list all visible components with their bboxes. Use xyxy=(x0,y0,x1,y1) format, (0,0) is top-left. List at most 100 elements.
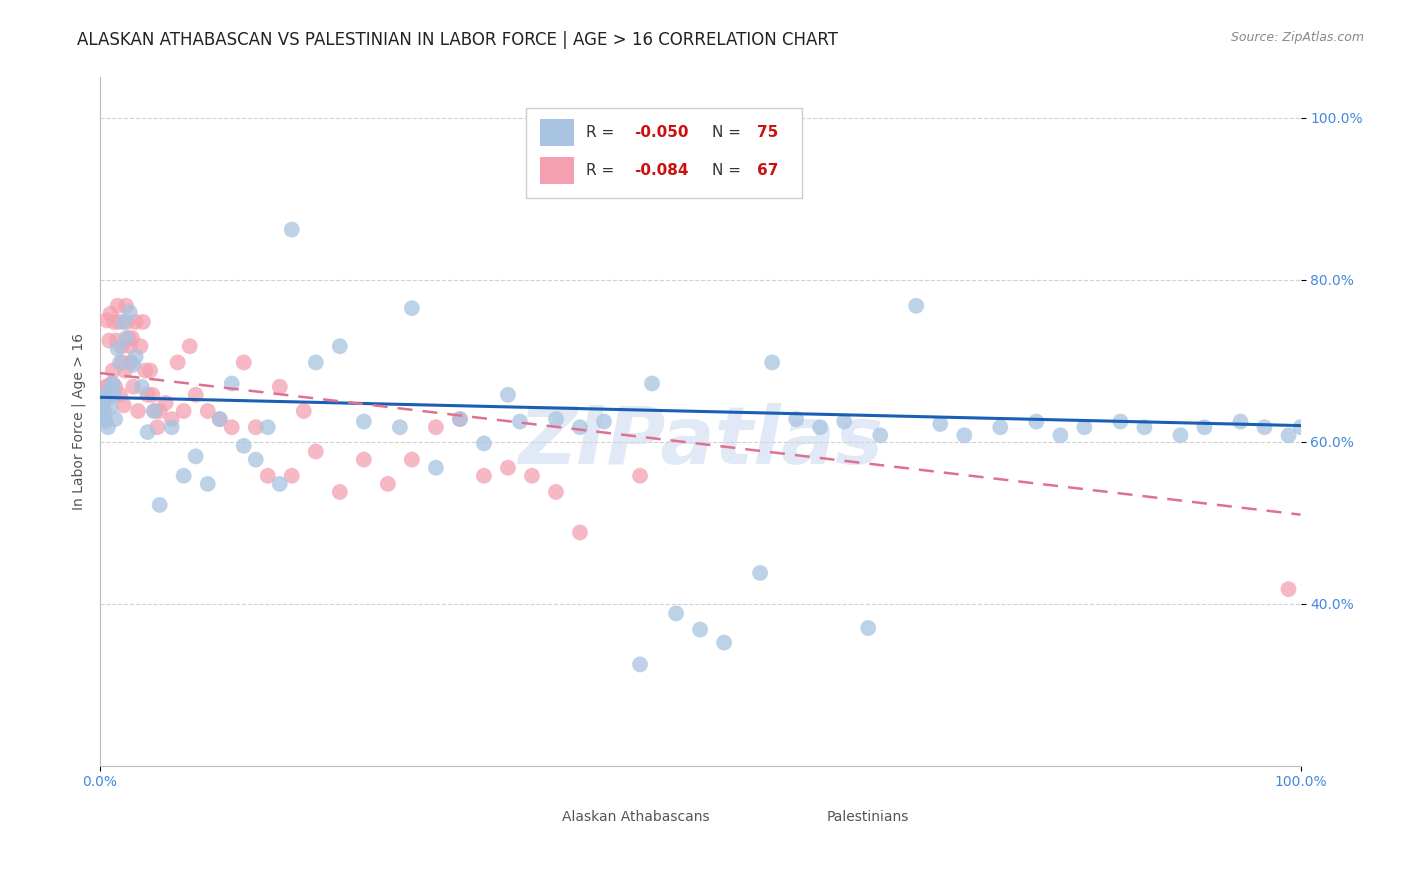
Point xyxy=(173,468,195,483)
Point xyxy=(100,401,122,415)
Point xyxy=(101,376,124,391)
FancyBboxPatch shape xyxy=(508,805,554,828)
Point xyxy=(628,657,651,672)
Point xyxy=(108,388,131,402)
Text: ZIPatlas: ZIPatlas xyxy=(517,403,883,481)
Point xyxy=(197,476,219,491)
Point xyxy=(97,380,120,394)
Point xyxy=(496,460,519,475)
Point xyxy=(628,468,651,483)
Point xyxy=(1133,420,1156,434)
Point xyxy=(155,396,177,410)
Point xyxy=(256,420,278,434)
Point xyxy=(136,425,159,439)
Text: Source: ZipAtlas.com: Source: ZipAtlas.com xyxy=(1230,31,1364,45)
Point xyxy=(1253,420,1275,434)
Point xyxy=(401,452,423,467)
Point xyxy=(122,358,145,372)
Point xyxy=(472,468,495,483)
Point xyxy=(1025,415,1047,429)
Point xyxy=(112,315,135,329)
Point xyxy=(593,415,616,429)
FancyBboxPatch shape xyxy=(540,157,574,184)
Point xyxy=(269,476,291,491)
Point xyxy=(269,380,291,394)
Point xyxy=(869,428,891,442)
Point xyxy=(544,485,567,500)
Point xyxy=(91,407,114,421)
Point xyxy=(292,404,315,418)
Point xyxy=(91,388,114,402)
Point xyxy=(472,436,495,450)
Point xyxy=(761,355,783,369)
Point xyxy=(134,363,156,377)
Point xyxy=(107,342,129,356)
Point xyxy=(232,439,254,453)
Point xyxy=(425,420,447,434)
Point xyxy=(1229,415,1251,429)
Point xyxy=(104,412,127,426)
Point xyxy=(124,315,146,329)
Point xyxy=(1109,415,1132,429)
Point xyxy=(108,315,131,329)
Point xyxy=(118,305,141,319)
Point xyxy=(103,388,125,402)
Point xyxy=(111,355,134,369)
Point xyxy=(149,404,172,418)
Point xyxy=(94,415,117,429)
Point xyxy=(107,299,129,313)
Point xyxy=(858,621,880,635)
FancyBboxPatch shape xyxy=(772,805,818,828)
Y-axis label: In Labor Force | Age > 16: In Labor Force | Age > 16 xyxy=(72,333,86,510)
Text: Palestinians: Palestinians xyxy=(827,810,908,823)
Point xyxy=(166,355,188,369)
Point xyxy=(142,404,165,418)
Point xyxy=(496,388,519,402)
Point xyxy=(353,415,375,429)
Point xyxy=(115,299,138,313)
Point xyxy=(520,468,543,483)
Point xyxy=(105,334,128,348)
Point xyxy=(93,410,115,425)
Point xyxy=(1170,428,1192,442)
Point xyxy=(149,498,172,512)
Point xyxy=(98,334,121,348)
Point xyxy=(143,404,166,418)
Point xyxy=(91,398,114,412)
Point xyxy=(101,363,124,377)
Point xyxy=(100,376,122,391)
Point xyxy=(281,468,304,483)
Point xyxy=(121,331,143,345)
Point xyxy=(256,468,278,483)
Point xyxy=(1049,428,1071,442)
Point xyxy=(425,460,447,475)
Point xyxy=(96,386,118,401)
Point xyxy=(988,420,1011,434)
Point xyxy=(305,444,328,458)
Point xyxy=(509,415,531,429)
Text: R =: R = xyxy=(586,125,619,140)
Point xyxy=(749,566,772,580)
Point xyxy=(689,623,711,637)
Point xyxy=(117,315,139,329)
Point xyxy=(124,350,146,364)
Text: -0.050: -0.050 xyxy=(634,125,689,140)
Point xyxy=(353,452,375,467)
Point xyxy=(90,402,112,417)
Point xyxy=(97,420,120,434)
Point xyxy=(232,355,254,369)
Point xyxy=(114,363,136,377)
Point xyxy=(110,339,132,353)
Point xyxy=(100,380,122,394)
Point xyxy=(713,635,735,649)
Point xyxy=(929,417,952,431)
Point xyxy=(905,299,928,313)
Point xyxy=(1277,582,1299,596)
Point xyxy=(197,404,219,418)
Text: N =: N = xyxy=(711,163,747,178)
Point xyxy=(245,452,267,467)
Point xyxy=(160,412,183,426)
Point xyxy=(1289,420,1312,434)
Point xyxy=(1194,420,1216,434)
Text: ALASKAN ATHABASCAN VS PALESTINIAN IN LABOR FORCE | AGE > 16 CORRELATION CHART: ALASKAN ATHABASCAN VS PALESTINIAN IN LAB… xyxy=(77,31,838,49)
